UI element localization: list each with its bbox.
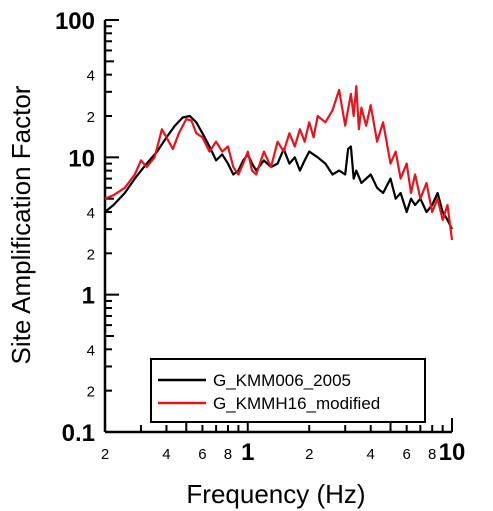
x-minor-tick-label: 4 — [367, 446, 375, 463]
series-layer — [104, 84, 454, 241]
y-minor-tick-label: 2 — [87, 246, 95, 263]
y-minor-tick-label: 2 — [87, 109, 95, 126]
legend-box — [150, 358, 426, 423]
y-minor-tick-label: 4 — [87, 205, 95, 222]
x-minor-tick-label: 6 — [198, 446, 206, 463]
y-major-tick-label: 10 — [68, 145, 95, 172]
y-major-tick-label: 1 — [82, 283, 95, 310]
x-minor-tick-label: 6 — [403, 446, 411, 463]
x-axis-title: Frequency (Hz) — [186, 479, 365, 509]
y-axis-title: Site Amplification Factor — [6, 85, 36, 364]
legend: G_KMM006_2005 G_KMMH16_modified — [150, 358, 426, 423]
y-major-tick-label: 0.1 — [62, 420, 95, 447]
y-minor-tick-label: 2 — [87, 384, 95, 401]
legend-label-1: G_KMMH16_modified — [213, 394, 380, 413]
y-minor-tick-label: 4 — [87, 342, 95, 359]
x-major-tick-label: 10 — [439, 439, 466, 466]
x-minor-tick-label: 4 — [162, 446, 170, 463]
x-minor-tick-label: 8 — [224, 446, 232, 463]
x-major-tick-label: 1 — [241, 439, 254, 466]
y-minor-tick-label: 4 — [87, 68, 95, 85]
series-line-0 — [104, 114, 453, 230]
y-major-tick-label: 100 — [55, 8, 95, 35]
legend-label-0: G_KMM006_2005 — [213, 371, 351, 390]
x-minor-tick-label: 8 — [428, 446, 436, 463]
series-line-1 — [104, 84, 454, 241]
x-minor-tick-label: 2 — [101, 446, 109, 463]
x-minor-tick-label: 2 — [305, 446, 313, 463]
